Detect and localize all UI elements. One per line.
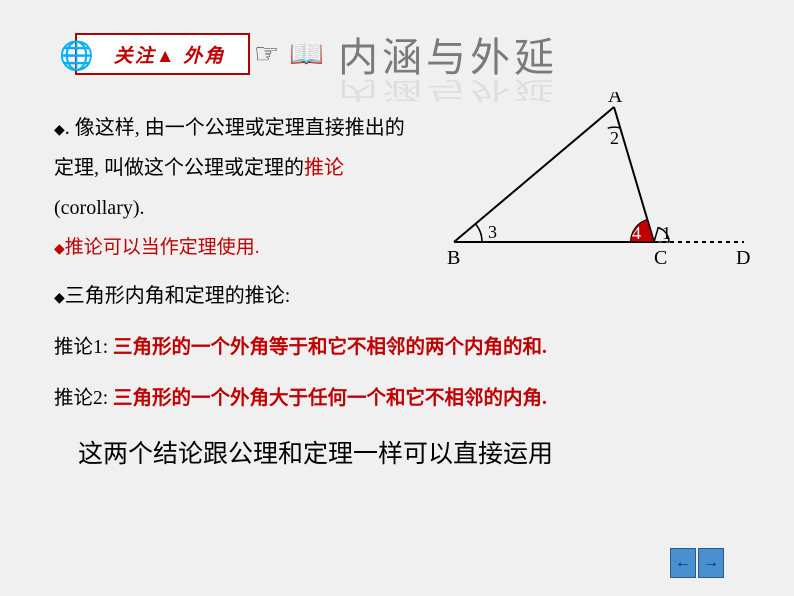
sub-note-text: 推论可以当作定理使用. [65, 237, 260, 258]
side-ab [454, 107, 614, 242]
badge-text: 关注▲ 外角 [114, 41, 226, 68]
label-d: D [736, 247, 750, 269]
label-3: 3 [488, 222, 497, 242]
para-highlight: 推论 [304, 157, 344, 179]
badge-box: 🌐 关注▲ 外角 [75, 33, 250, 75]
corollary-1-label: 推论1: [54, 337, 108, 358]
triangle-diagram: A B C D 2 3 4 1 [444, 92, 764, 272]
nav-arrows: ← → [670, 548, 724, 578]
section-title: 三角形内角和定理的推论: [65, 285, 291, 307]
definition-paragraph: ◆. 像这样, 由一个公理或定理直接推出的定理, 叫做这个公理或定理的推论(co… [54, 108, 414, 228]
corollary-2-text: 三角形的一个外角大于任何一个和它不相邻的内角. [113, 388, 547, 409]
label-1: 1 [662, 223, 671, 243]
bullet-icon: ◆ [54, 291, 65, 306]
book-icon: 📖 [289, 37, 324, 71]
section-title-row: ◆三角形内角和定理的推论: [54, 279, 744, 308]
corollary-2-label: 推论2: [54, 388, 108, 409]
label-b: B [447, 247, 460, 269]
label-c: C [654, 247, 667, 269]
bullet-icon: ◆ [54, 242, 65, 257]
globe-icon: 🌐 [59, 39, 94, 73]
label-2: 2 [610, 128, 619, 148]
angle-3-arc [476, 224, 483, 242]
corollary-2-row: 推论2: 三角形的一个外角大于任何一个和它不相邻的内角. [54, 381, 744, 410]
label-4: 4 [632, 223, 641, 243]
para-prefix: 像这样, 由一个公理或定理直接推出的定理, 叫做这个公理或定理的 [54, 117, 405, 179]
main-title: 内涵与外延 [338, 25, 558, 83]
next-icon: → [703, 554, 719, 572]
bullet-icon: ◆ [54, 123, 65, 138]
conclusion-text: 这两个结论跟公理和定理一样可以直接运用 [78, 434, 744, 470]
content-area: ◆. 像这样, 由一个公理或定理直接推出的定理, 叫做这个公理或定理的推论(co… [0, 90, 794, 470]
header-row: 🌐 关注▲ 外角 ☞ 📖 内涵与外延 [0, 0, 794, 90]
corollary-1-row: 推论1: 三角形的一个外角等于和它不相邻的两个内角的和. [54, 330, 744, 359]
label-a: A [608, 92, 623, 107]
pointing-hand-icon: ☞ [254, 37, 279, 71]
para-suffix: (corollary). [54, 197, 145, 219]
corollary-1-text: 三角形的一个外角等于和它不相邻的两个内角的和. [113, 337, 547, 358]
prev-button[interactable]: ← [670, 548, 696, 578]
next-button[interactable]: → [698, 548, 724, 578]
prev-icon: ← [675, 554, 691, 572]
